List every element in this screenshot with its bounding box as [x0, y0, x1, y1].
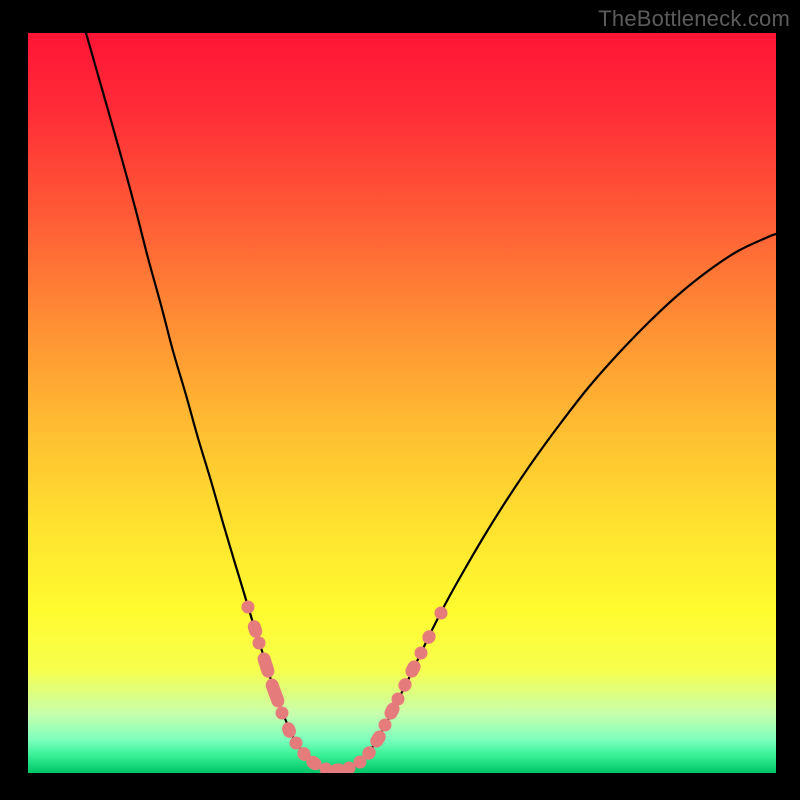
chart-svg — [28, 33, 776, 773]
data-marker — [435, 607, 448, 620]
data-marker — [253, 637, 266, 650]
data-marker — [290, 737, 303, 750]
data-marker — [242, 601, 255, 614]
chart-plot-area — [28, 33, 776, 773]
watermark-text: TheBottleneck.com — [598, 6, 790, 32]
data-marker — [392, 693, 405, 706]
data-marker — [415, 647, 428, 660]
data-marker — [276, 707, 289, 720]
data-marker — [379, 719, 392, 732]
chart-container: TheBottleneck.com — [0, 0, 800, 800]
gradient-background — [28, 33, 776, 773]
